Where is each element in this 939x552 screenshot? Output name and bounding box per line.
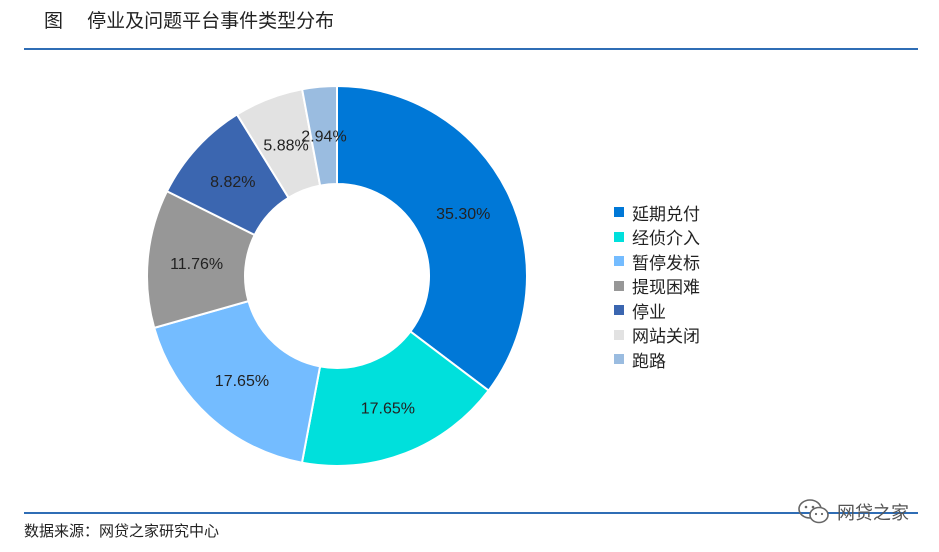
donut-slice bbox=[152, 299, 322, 464]
slice-data-label: 35.30% bbox=[436, 206, 490, 223]
legend-label: 延期兑付 bbox=[632, 204, 700, 225]
chart-legend: 延期兑付经侦介入暂停发标提现困难停业网站关闭跑路 bbox=[614, 200, 700, 372]
watermark-text: 网贷之家 bbox=[837, 503, 909, 524]
figure-title: 图 停业及问题平台事件类型分布 bbox=[44, 10, 335, 32]
donut-slice bbox=[300, 84, 338, 187]
slice-data-label: 5.88% bbox=[263, 138, 308, 155]
legend-label: 跑路 bbox=[632, 351, 666, 372]
legend-item: 延期兑付 bbox=[614, 200, 700, 225]
slice-data-label: 11.76% bbox=[170, 256, 223, 273]
top-rule bbox=[24, 48, 918, 50]
legend-item: 暂停发标 bbox=[614, 249, 700, 274]
legend-item: 停业 bbox=[614, 298, 700, 323]
legend-label: 经侦介入 bbox=[632, 229, 700, 250]
legend-label: 停业 bbox=[632, 302, 666, 323]
legend-label: 提现困难 bbox=[632, 278, 700, 299]
legend-swatch bbox=[614, 280, 624, 291]
legend-item: 提现困难 bbox=[614, 274, 700, 299]
legend-swatch bbox=[614, 231, 624, 242]
legend-swatch bbox=[614, 354, 624, 365]
donut-slice bbox=[300, 330, 490, 467]
bottom-rule bbox=[24, 512, 918, 514]
legend-label: 网站关闭 bbox=[632, 327, 700, 348]
legend-label: 暂停发标 bbox=[632, 253, 700, 274]
slice-data-label: 17.65% bbox=[215, 373, 269, 390]
legend-item: 网站关闭 bbox=[614, 323, 700, 348]
legend-swatch bbox=[614, 207, 624, 218]
legend-item: 经侦介入 bbox=[614, 225, 700, 250]
legend-swatch bbox=[614, 305, 624, 316]
wechat-icon bbox=[798, 499, 829, 524]
legend-swatch bbox=[614, 256, 624, 267]
slice-data-label: 2.94% bbox=[301, 129, 346, 146]
legend-swatch bbox=[614, 329, 624, 340]
watermark: 网贷之家 bbox=[797, 498, 909, 526]
data-source: 数据来源：网贷之家研究中心 bbox=[24, 522, 220, 540]
slice-data-label: 17.65% bbox=[361, 401, 415, 418]
legend-item: 跑路 bbox=[614, 347, 700, 372]
donut-slice bbox=[336, 84, 528, 392]
slice-data-label: 8.82% bbox=[210, 174, 255, 191]
